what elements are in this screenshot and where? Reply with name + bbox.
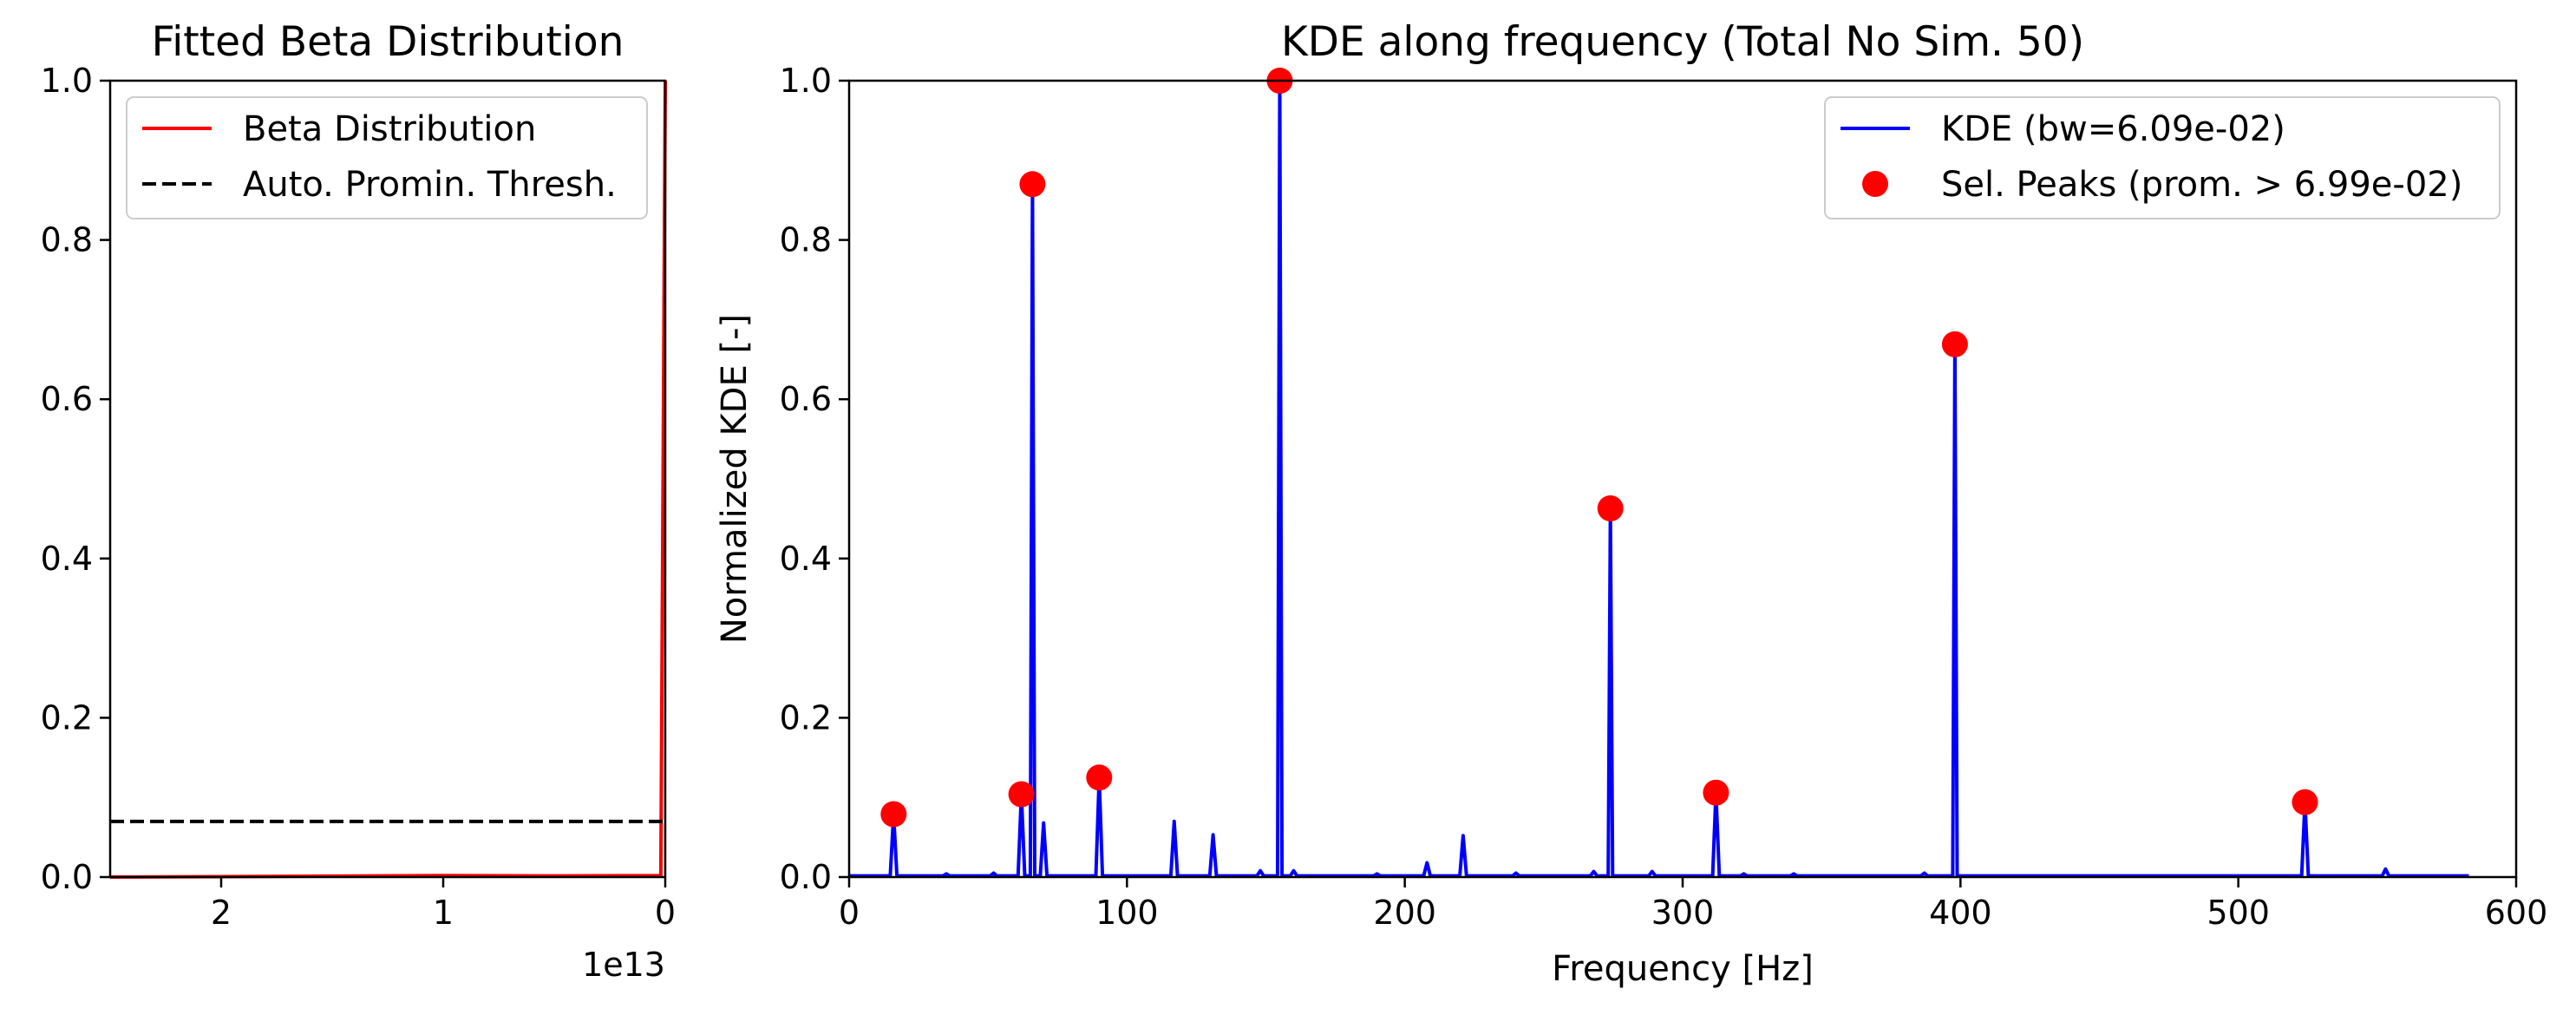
kde-panel: KDE along frequency (Total No Sim. 50) 0… bbox=[715, 18, 2547, 989]
kde-x-tick-label: 100 bbox=[1095, 894, 1159, 932]
kde-y-axis: 0.0 0.2 0.4 0.6 0.8 1.0 bbox=[780, 62, 849, 896]
kde-x-tick-label: 300 bbox=[1651, 894, 1715, 932]
beta-legend: Beta Distribution Auto. Promin. Thresh. bbox=[126, 96, 648, 219]
beta-y-axis: 0.0 0.2 0.4 0.6 0.8 1.0 bbox=[41, 62, 110, 896]
kde-x-tick-label: 200 bbox=[1373, 894, 1436, 932]
kde-y-tick-label: 0.6 bbox=[780, 380, 832, 418]
kde-y-tick-label: 0.0 bbox=[780, 858, 832, 896]
beta-x-tick-label: 0 bbox=[655, 894, 676, 932]
beta-y-tick-label: 0.2 bbox=[41, 698, 93, 737]
beta-y-tick-label: 0.4 bbox=[41, 540, 93, 578]
beta-y-tick-label: 0.0 bbox=[41, 858, 93, 896]
kde-x-tick-label: 400 bbox=[1929, 894, 1992, 932]
kde-x-tick-label: 0 bbox=[839, 894, 860, 932]
beta-x-tick-label: 2 bbox=[211, 894, 232, 932]
kde-y-axis-label: Normalized KDE [-] bbox=[715, 314, 755, 644]
beta-y-tick-label: 0.6 bbox=[41, 380, 93, 418]
kde-x-tick-label: 500 bbox=[2207, 894, 2270, 932]
legend-peaks-label: Sel. Peaks (prom. > 6.99e-02) bbox=[1941, 165, 2462, 205]
beta-distribution-panel: Fitted Beta Distribution 0.0 0.2 0.4 0.6 0.8… bbox=[41, 18, 677, 984]
selected-peak-marker bbox=[1941, 331, 1968, 357]
beta-x-tick-label: 1 bbox=[433, 894, 454, 932]
kde-x-tick-label: 600 bbox=[2485, 894, 2548, 932]
beta-panel-title: Fitted Beta Distribution bbox=[152, 18, 624, 66]
selected-peak-marker bbox=[2292, 789, 2318, 815]
kde-line bbox=[849, 79, 2469, 878]
kde-y-tick-label: 0.2 bbox=[780, 698, 832, 737]
kde-y-tick-label: 0.8 bbox=[780, 221, 832, 259]
selected-peak-marker bbox=[1597, 495, 1624, 521]
selected-peak-marker bbox=[1019, 171, 1046, 198]
kde-plot-area bbox=[849, 68, 2469, 878]
kde-y-tick-label: 1.0 bbox=[780, 62, 832, 100]
beta-axes-frame bbox=[108, 79, 667, 879]
kde-y-tick-label: 0.4 bbox=[780, 540, 832, 578]
selected-peak-marker bbox=[1703, 779, 1729, 806]
legend-threshold-label: Auto. Promin. Thresh. bbox=[243, 165, 617, 205]
legend-peaks-marker-swatch bbox=[1862, 171, 1888, 197]
beta-y-tick-label: 0.8 bbox=[41, 221, 93, 259]
selected-peak-marker bbox=[880, 801, 907, 828]
legend-kde-label: KDE (bw=6.09e-02) bbox=[1941, 109, 2285, 149]
kde-legend: KDE (bw=6.09e-02) Sel. Peaks (prom. > 6.… bbox=[1824, 96, 2501, 219]
selected-peak-marker bbox=[1086, 764, 1113, 791]
beta-x-offset-label: 1e13 bbox=[582, 946, 665, 984]
legend-beta-label: Beta Distribution bbox=[243, 109, 536, 149]
kde-x-axis: 0 100 200 300 400 500 600 bbox=[839, 877, 2547, 932]
kde-x-axis-label: Frequency [Hz] bbox=[1552, 949, 1814, 989]
kde-panel-title: KDE along frequency (Total No Sim. 50) bbox=[1281, 18, 2084, 66]
beta-x-axis: 2 1 0 bbox=[211, 877, 676, 932]
selected-peak-marker bbox=[1008, 781, 1035, 808]
beta-y-tick-label: 1.0 bbox=[41, 62, 93, 100]
